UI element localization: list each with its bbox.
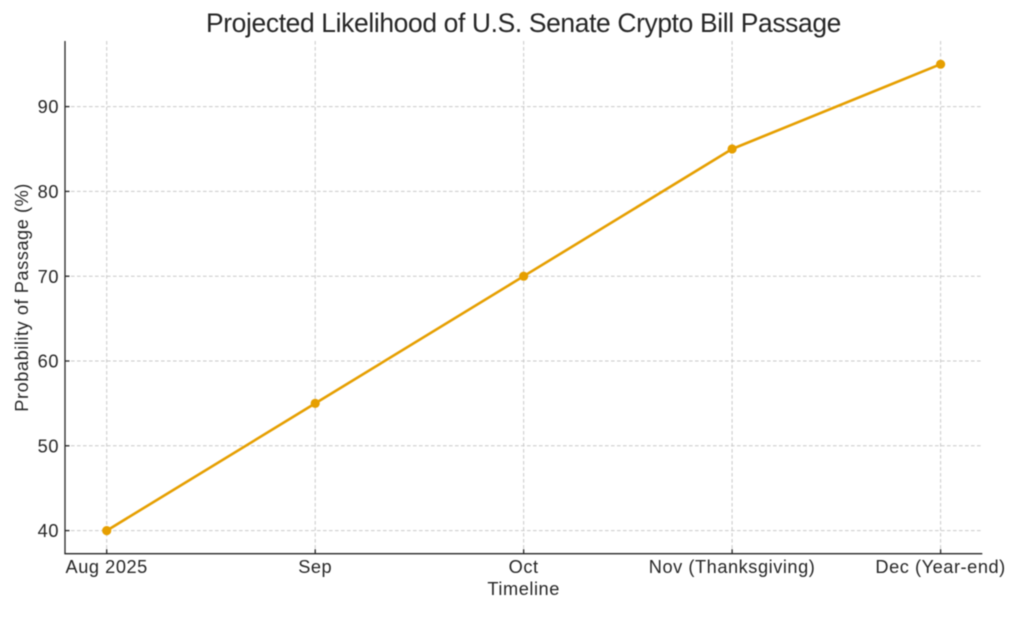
svg-text:Dec (Year-end): Dec (Year-end) (875, 557, 1005, 577)
svg-text:Sep: Sep (298, 557, 332, 577)
svg-text:Oct: Oct (509, 557, 539, 577)
svg-text:40: 40 (38, 521, 59, 541)
svg-text:60: 60 (38, 352, 59, 372)
svg-text:Nov (Thanksgiving): Nov (Thanksgiving) (649, 557, 816, 577)
svg-text:70: 70 (38, 267, 59, 287)
svg-text:50: 50 (38, 436, 59, 456)
svg-text:Probability of Passage (%): Probability of Passage (%) (12, 183, 32, 412)
svg-text:Timeline: Timeline (487, 579, 559, 599)
svg-text:80: 80 (38, 182, 59, 202)
svg-text:Projected Likelihood of U.S. S: Projected Likelihood of U.S. Senate Cryp… (206, 8, 841, 38)
svg-text:90: 90 (38, 97, 59, 117)
svg-text:Aug 2025: Aug 2025 (66, 557, 148, 577)
